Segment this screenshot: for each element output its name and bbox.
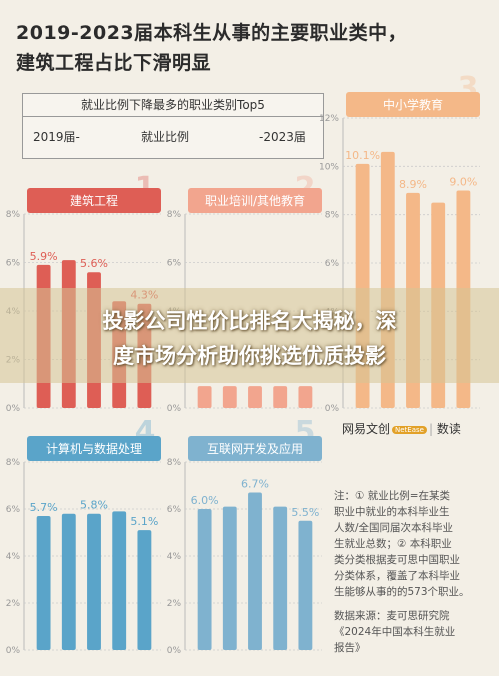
tick-label: 12% — [319, 114, 339, 124]
tick-label: 6% — [6, 259, 21, 269]
bar — [137, 530, 152, 650]
tick-label: 0% — [167, 404, 182, 414]
tick-label: 6% — [325, 259, 340, 269]
brand-name: 网易文创 — [342, 422, 391, 436]
panel-header — [27, 436, 161, 461]
tick-label: 6% — [6, 505, 21, 515]
data-label: 8.9% — [399, 178, 427, 191]
panel-header — [346, 92, 480, 117]
bar — [273, 386, 288, 408]
legend-left: 2019届- — [33, 130, 80, 144]
footnote-line: 生就业总数；② 本科职业 — [334, 538, 452, 550]
bar — [61, 513, 76, 650]
data-source: 数据来源：麦可思研究院 《2024年中国本科生就业 报告》 — [334, 608, 496, 656]
data-label: 5.1% — [130, 515, 158, 528]
source-line: 报告》 — [334, 642, 366, 654]
footnote-line: 注：① 就业比例=在某类 — [334, 490, 451, 502]
tick-label: 0% — [167, 646, 182, 656]
tick-label: 6% — [167, 505, 182, 515]
overlay-line-1: 投影公司性价比排名大揭秘，深 — [102, 309, 397, 333]
panel-header — [188, 188, 322, 213]
bar — [298, 520, 313, 650]
data-label: 5.8% — [80, 499, 108, 512]
brand-badge: NetEase — [392, 425, 427, 434]
overlay-banner — [0, 288, 499, 383]
legend-right: -2023届 — [259, 130, 306, 144]
data-label: 6.7% — [241, 478, 269, 491]
overlay-line-2: 度市场分析助你挑选优质投影 — [113, 344, 386, 368]
bar — [222, 506, 237, 650]
bar — [273, 506, 288, 650]
data-label: 5.5% — [291, 506, 319, 519]
tick-label: 8% — [325, 211, 340, 221]
bar — [36, 516, 51, 650]
panel-title: 中小学教育 — [383, 97, 443, 112]
data-label: 10.1% — [345, 149, 380, 162]
tick-label: 0% — [325, 404, 340, 414]
data-label: 5.6% — [80, 257, 108, 270]
footnote-line: 生能够从事的的573个职业。 — [334, 586, 470, 598]
brand-logo: 网易文创 NetEase | 数读 — [342, 422, 461, 436]
footnote-line: 分类体系，覆盖了本科毕业 — [334, 570, 460, 582]
tick-label: 8% — [6, 458, 21, 468]
legend-box: 就业比例下降最多的职业类别Top5 2019届- 就业比例 -2023届 — [22, 93, 324, 159]
bar — [87, 513, 101, 650]
source-line: 《2024年中国本科生就业 — [334, 626, 456, 638]
brand-sub: 数读 — [436, 422, 461, 436]
tick-label: 8% — [6, 210, 21, 220]
bar — [298, 386, 313, 408]
bar — [248, 386, 262, 408]
footnote-line: 职业中就业的本科毕业生 — [334, 506, 450, 518]
panel-title: 计算机与数据处理 — [46, 441, 142, 456]
data-label: 5.9% — [30, 250, 58, 263]
bar — [197, 509, 212, 650]
tick-label: 8% — [167, 210, 182, 220]
panel-title: 互联网开发及应用 — [207, 441, 303, 456]
panel-header — [188, 436, 322, 461]
legend-row: 2019届- 就业比例 -2023届 — [23, 117, 323, 157]
bar — [222, 386, 237, 408]
tick-label: 2% — [167, 599, 182, 609]
legend-middle: 就业比例 — [141, 130, 190, 144]
panel-header — [27, 188, 161, 213]
tick-label: 8% — [167, 458, 182, 468]
title-line-1: 2019-2023届本科生从事的主要职业类中， — [16, 22, 408, 44]
tick-label: 2% — [6, 599, 21, 609]
footnote: 注：① 就业比例=在某类 职业中就业的本科毕业生 人数/全国同届次本科毕业 生就业总数… — [334, 488, 496, 600]
bar — [197, 386, 212, 408]
tick-label: 4% — [6, 552, 21, 562]
bar — [112, 511, 127, 650]
title-line-2: 建筑工程占比下滑明显 — [16, 52, 212, 74]
panel-title: 建筑工程 — [70, 193, 118, 208]
data-label: 9.0% — [449, 176, 477, 189]
source-line: 数据来源：麦可思研究院 — [334, 610, 450, 622]
tick-label: 0% — [6, 646, 21, 656]
legend-heading: 就业比例下降最多的职业类别Top5 — [23, 94, 323, 117]
data-label: 6.0% — [191, 494, 219, 507]
tick-label: 6% — [167, 259, 182, 269]
footnote-line: 人数/全国同届次本科毕业 — [334, 522, 454, 534]
tick-label: 4% — [167, 552, 182, 562]
tick-label: 0% — [6, 404, 21, 414]
footnote-line: 类分类根据麦可思中国职业 — [334, 554, 460, 566]
data-label: 5.7% — [30, 501, 58, 514]
bar — [248, 492, 262, 650]
tick-label: 10% — [319, 162, 339, 172]
panel-title: 职业培训/其他教育 — [205, 193, 305, 208]
